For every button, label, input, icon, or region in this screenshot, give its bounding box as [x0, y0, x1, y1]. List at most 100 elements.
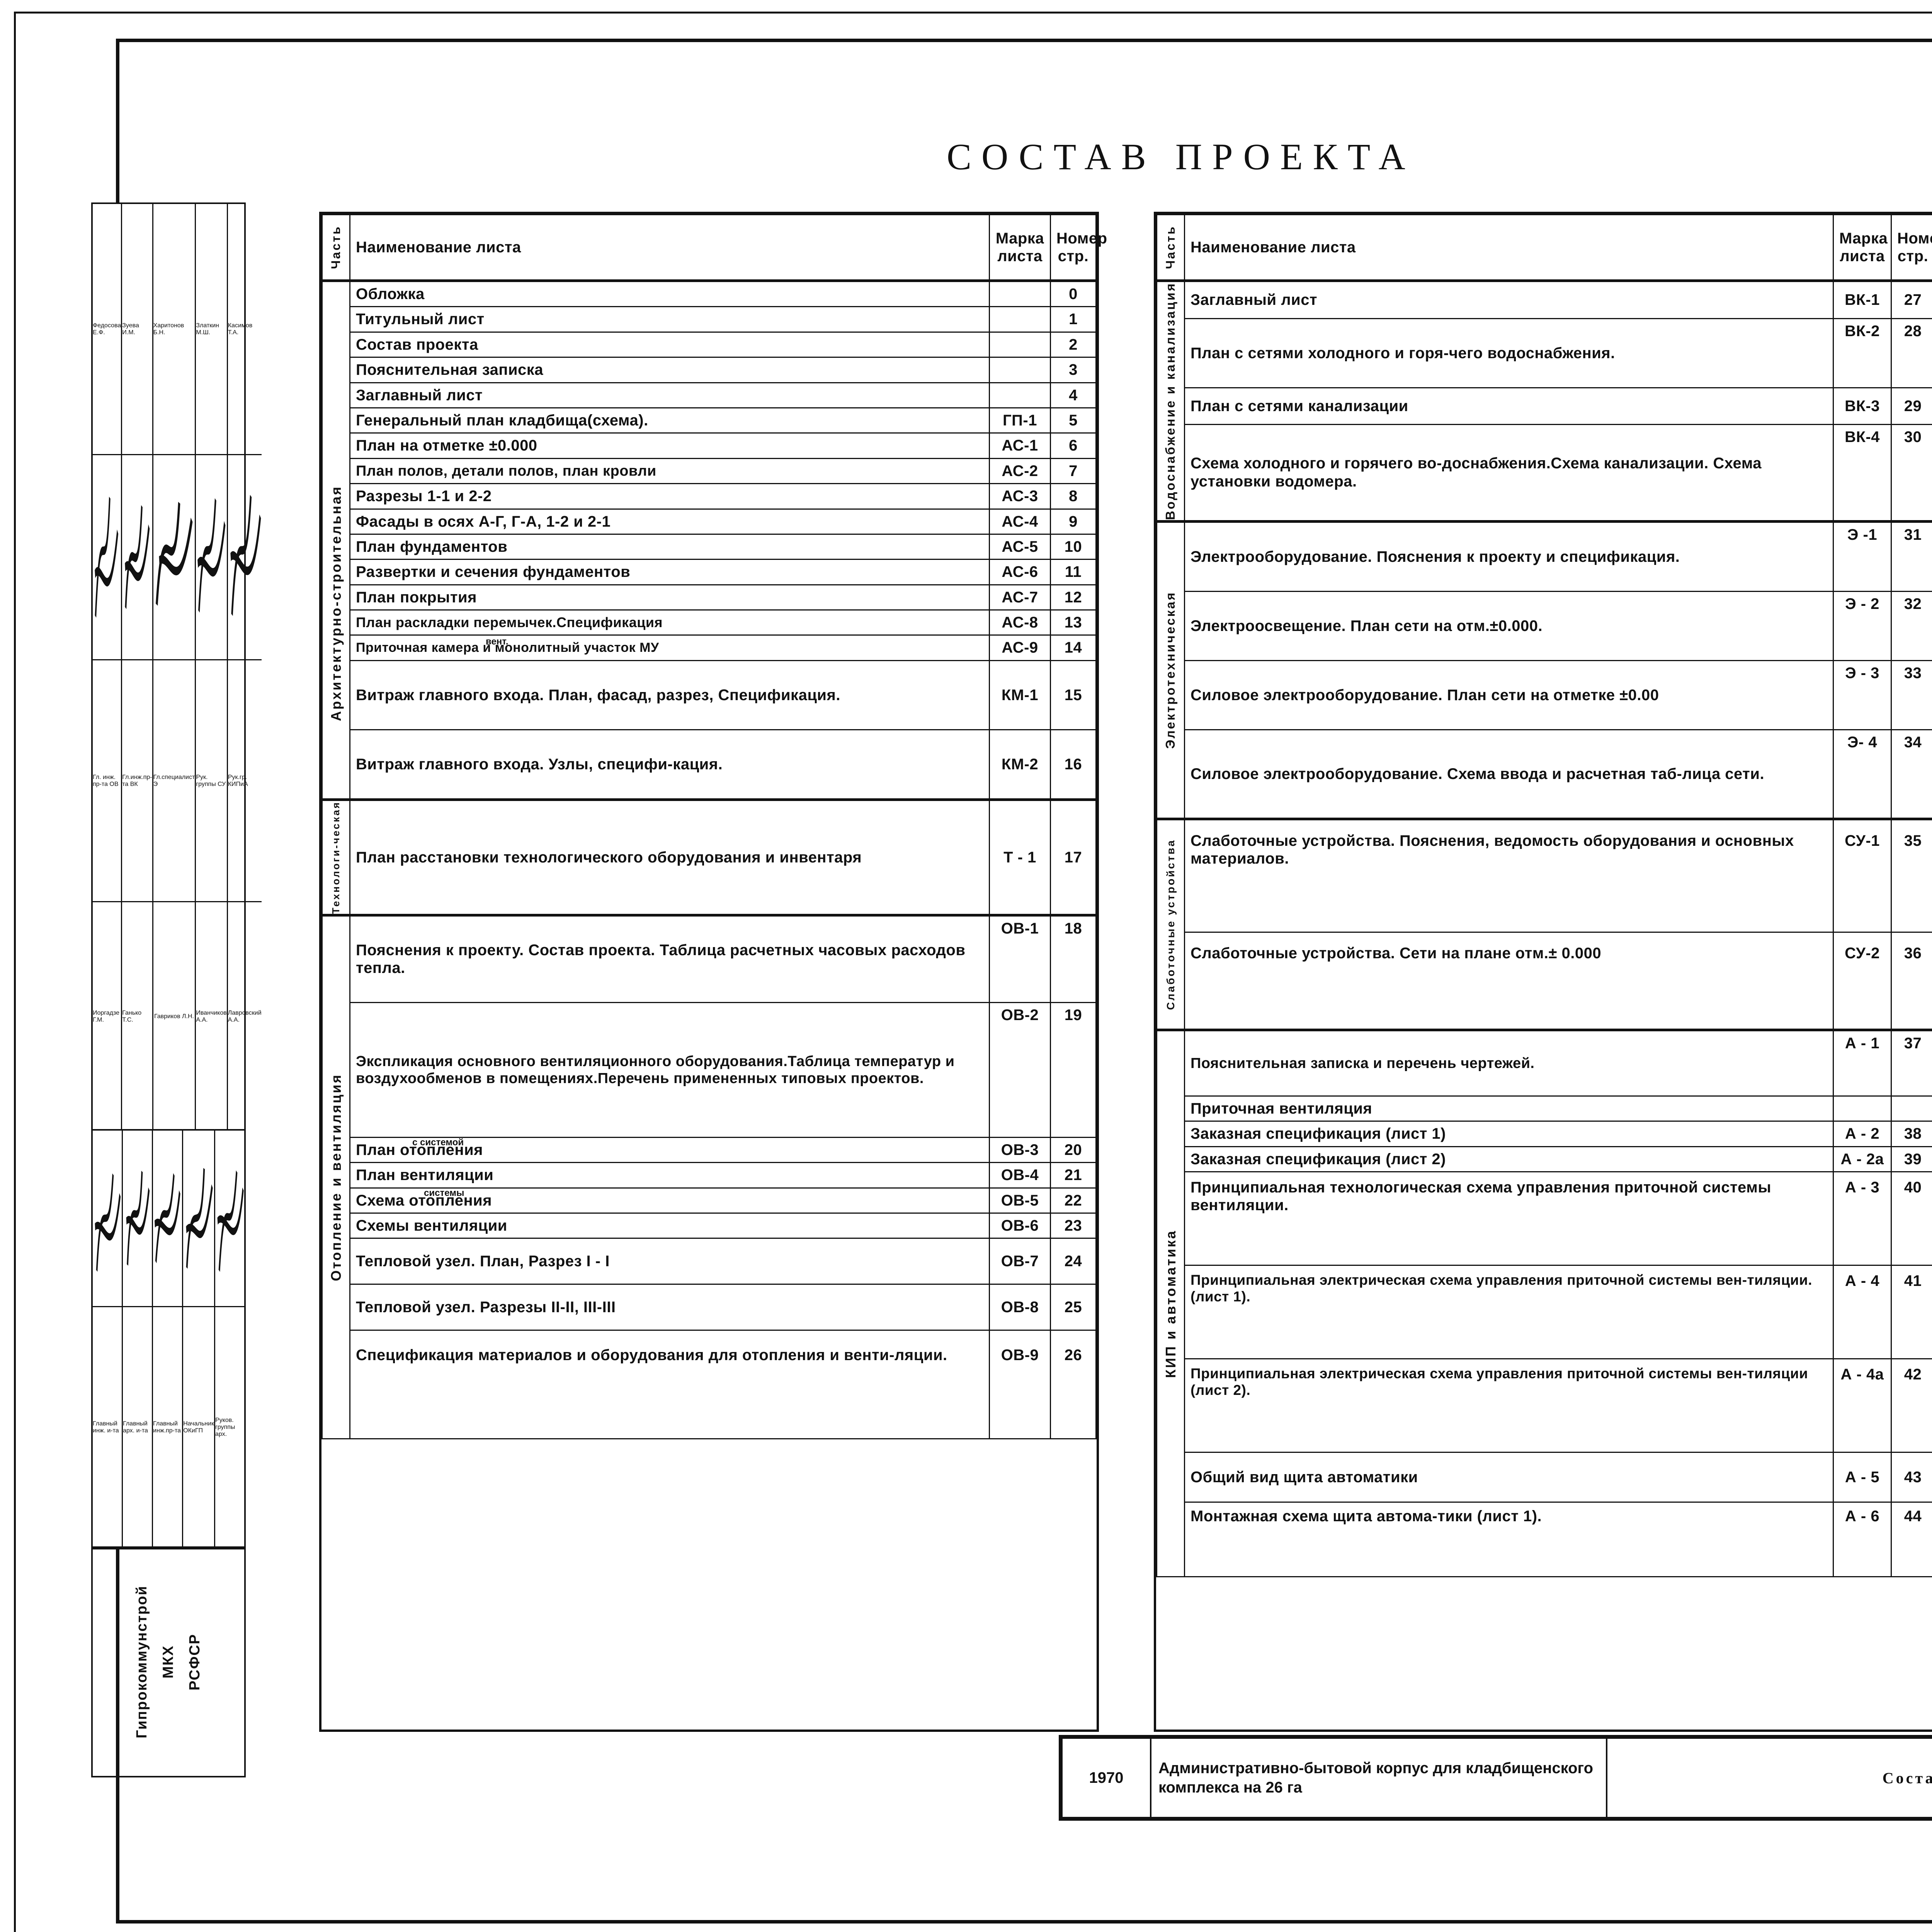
row-name: Схемы вентиляции	[349, 1212, 990, 1239]
row-mark	[989, 306, 1051, 333]
row-mark: ОВ-8	[989, 1284, 1051, 1331]
part-cell	[321, 279, 350, 408]
row-mark: АС-5	[989, 533, 1051, 560]
chief-signature	[153, 1131, 182, 1307]
row-mark: Э- 4	[1833, 729, 1892, 820]
row-number: 22	[1050, 1187, 1097, 1214]
row-name: Спецификация материалов и оборудования д…	[349, 1330, 990, 1440]
title-block: 1970 Административно-бытовой корпус для …	[1059, 1735, 1932, 1821]
table-row: Фасады в осях А-Г, Г-А, 1-2 и 2-1 АС-4 9	[322, 508, 1097, 535]
row-mark: А - 2	[1833, 1121, 1892, 1147]
table-row: Принципиальная электрическая схема управ…	[1157, 1265, 1932, 1360]
row-mark: АС-4	[989, 508, 1051, 535]
title-block-object-name: Административно-бытовой корпус для кладб…	[1150, 1737, 1607, 1818]
row-mark: ВК-3	[1833, 387, 1892, 425]
row-mark: АС-7	[989, 584, 1051, 611]
row-number: 27	[1891, 279, 1932, 319]
row-name: Электрооборудование. Пояснения к проекту…	[1184, 520, 1834, 592]
row-name: Принципиальная электрическая схема управ…	[1184, 1358, 1834, 1453]
row-name: План с сетями канализации	[1184, 387, 1834, 425]
header-mark-line2: листа	[997, 248, 1043, 265]
row-mark: АС-2	[989, 457, 1051, 485]
row-mark: СУ-2	[1833, 931, 1892, 1031]
chief-lane: Главный арх. и-та	[123, 1131, 153, 1548]
row-number: 13	[1050, 609, 1097, 636]
row-number: 12	[1050, 584, 1097, 611]
row-number: 35	[1891, 817, 1932, 933]
table-row: Общий вид щита автоматики А - 5 43	[1157, 1452, 1932, 1503]
specialist-position: Гл.специалист Э	[153, 774, 195, 787]
row-name: Общий вид щита автоматики	[1184, 1452, 1834, 1503]
row-number: 26	[1050, 1330, 1097, 1440]
header-mark-line1: Марка	[1839, 230, 1888, 247]
row-name: Заказная спецификация (лист 1)	[1184, 1121, 1834, 1147]
row-name: Пояснительная записка и перечень чертеже…	[1184, 1028, 1834, 1097]
chief-position: Главный инж.пр-та	[153, 1420, 181, 1434]
row-number: 32	[1891, 590, 1932, 661]
row-number: 0	[1050, 279, 1097, 308]
row-mark: А - 1	[1833, 1028, 1892, 1097]
table-row: Схемы вентиляции ОВ-6 23	[322, 1212, 1097, 1239]
table-row: Пояснительная записка 3	[322, 357, 1097, 383]
part-cell-water: Водоснабжение и канализация	[1156, 279, 1185, 522]
table-row: Спецификация материалов и оборудования д…	[322, 1330, 1097, 1440]
row-number: 31	[1891, 520, 1932, 592]
header-name-cell: Наименование листа	[1184, 214, 1834, 281]
chief-lane: Главный инж. и-та	[93, 1131, 123, 1548]
specialist-surname: Касимов Т.А.	[228, 322, 253, 336]
row-number: 33	[1891, 660, 1932, 730]
table-row: Отопление и вентиляция Пояснения к проек…	[321, 913, 1097, 1440]
row-name-superscript: системы	[424, 1187, 464, 1198]
row-mark: ОВ-4	[989, 1162, 1051, 1189]
header-part-cell: Часть	[321, 214, 350, 281]
page-title: СОСТАВ ПРОЕКТА	[947, 136, 1415, 177]
table-row: Архитектурно-строительная Генеральный пл…	[321, 407, 1097, 800]
row-mark: Э - 2	[1833, 590, 1892, 661]
row-number: 14	[1050, 634, 1097, 661]
row-number: 11	[1050, 559, 1097, 585]
specialist-position: Рук.гр. КИПиА	[228, 774, 248, 787]
row-mark: ВК-4	[1833, 423, 1892, 522]
table-row: План с сетями холодного и горя-чего водо…	[1157, 318, 1932, 388]
table-row: Водоснабжение и канализация Заглавный ли…	[1156, 279, 1932, 522]
row-name-with-superscript: системы Схема отопления	[349, 1187, 990, 1214]
chief-position: Главный инж. и-та	[93, 1420, 119, 1434]
chief-lane: Начальник ОКиГП	[183, 1131, 215, 1548]
row-name: План с сетями холодного и горя-чего водо…	[1184, 318, 1834, 388]
specialist-position: Гл. инж. пр-та ОВ	[93, 774, 119, 787]
chief-position: Руков. группы арх.	[215, 1417, 235, 1438]
row-mark: Т - 1	[989, 798, 1051, 916]
row-name: Силовое электрооборудование. План сети н…	[1184, 660, 1834, 730]
row-name: Заглавный лист	[1184, 279, 1834, 319]
row-name: Заказная спецификация (лист 2)	[1184, 1146, 1834, 1173]
header-mark-line1: Марка	[995, 230, 1044, 247]
header-name-cell: Наименование листа	[349, 214, 990, 281]
row-mark: АС-8	[989, 609, 1051, 636]
row-name: Разрезы 1-1 и 2-2	[349, 483, 990, 510]
organization-name: Гипрокоммунстрой МКХ РСФСР	[134, 1585, 203, 1738]
row-number: 6	[1050, 432, 1097, 459]
row-name: План расстановки технологического оборуд…	[349, 798, 990, 916]
chief-lane: Главный инж.пр-та	[153, 1131, 184, 1548]
row-name: План отопления	[356, 1141, 483, 1158]
table-row: План фундаментов АС-5 10	[322, 533, 1097, 560]
row-number: 25	[1050, 1284, 1097, 1331]
chief-signature	[215, 1131, 245, 1307]
part-label: Слаботочные устройства	[1164, 839, 1177, 1010]
table-row: Принципиальная технологическая схема упр…	[1157, 1171, 1932, 1266]
header-mark-cell: Марка листа	[1833, 214, 1892, 281]
row-number: 23	[1050, 1212, 1097, 1239]
header-part-label: Часть	[328, 225, 343, 269]
row-name-superscript: вент.	[486, 636, 509, 647]
row-mark: А - 5	[1833, 1452, 1892, 1503]
table-row: Экспликация основного вентиляционного об…	[322, 1002, 1097, 1138]
specialist-author: Ганько Т.С.	[122, 1009, 142, 1023]
row-mark	[989, 331, 1051, 358]
table-row: Витраж главного входа. Узлы, специфи-кац…	[322, 729, 1097, 800]
row-name: Электроосвещение. План сети на отм.±0.00…	[1184, 590, 1834, 661]
table-row: Разрезы 1-1 и 2-2 АС-3 8	[322, 483, 1097, 510]
row-name: Витраж главного входа. Узлы, специфи-кац…	[349, 729, 990, 800]
row-name: Экспликация основного вентиляционного об…	[349, 1002, 990, 1138]
table-row: План полов, детали полов, план кровли АС…	[322, 457, 1097, 485]
